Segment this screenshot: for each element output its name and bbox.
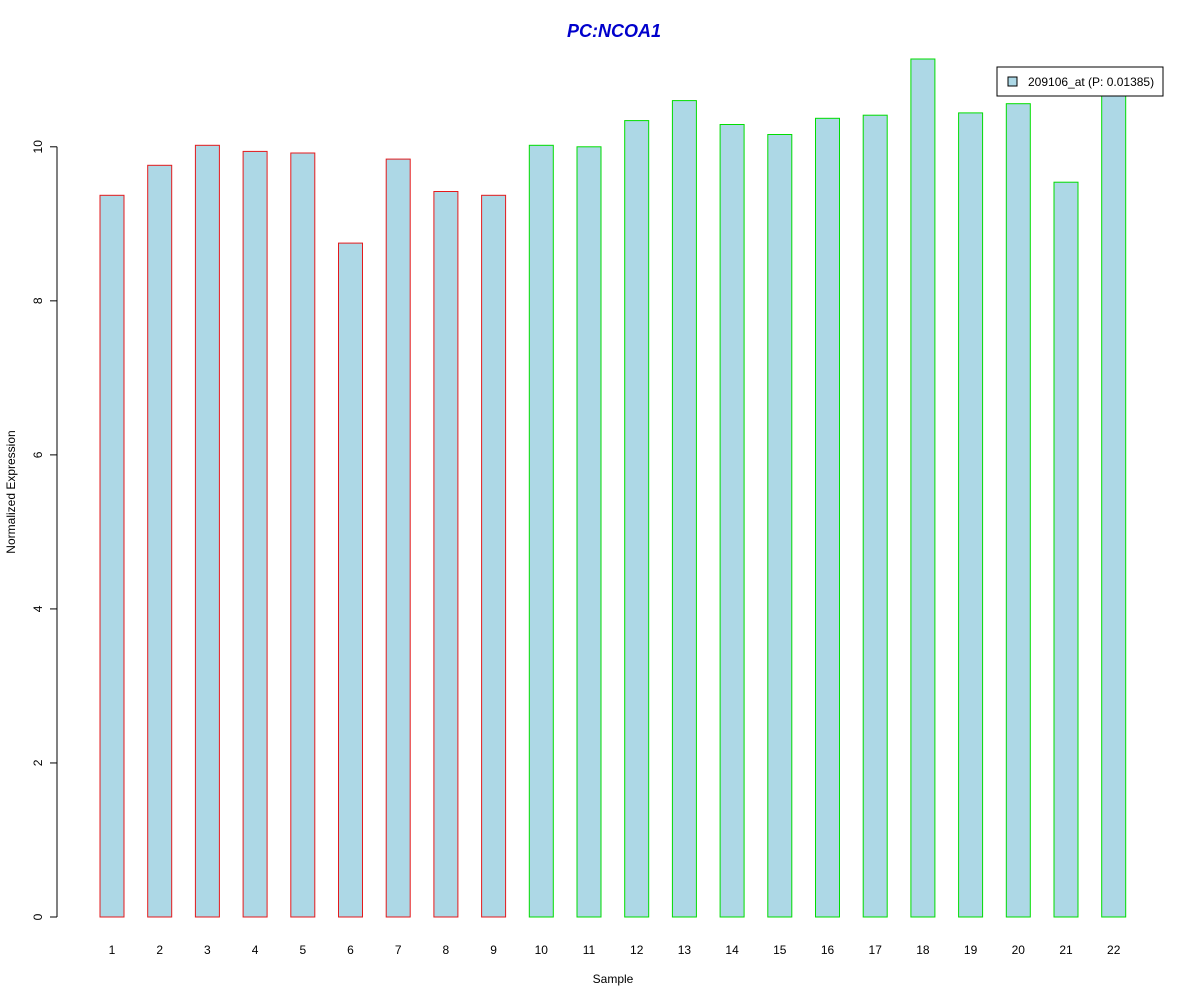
y-tick-label: 4 [31,605,45,612]
bar-sample-21 [1053,181,1079,918]
y-axis-label: Normalized Expression [4,430,18,553]
y-tick-label: 10 [31,140,45,154]
x-tick-label: 1 [109,943,116,957]
bar-sample-20 [1005,103,1031,918]
y-tick-label: 0 [31,913,45,920]
x-tick-label: 5 [299,943,306,957]
legend-swatch [1007,76,1018,87]
bar-sample-2 [147,164,173,918]
bar-sample-15 [767,134,793,918]
x-tick-label: 10 [535,943,549,957]
x-tick-label: 15 [773,943,787,957]
bar-sample-22 [1101,91,1127,918]
bar-sample-3 [194,144,220,918]
x-tick-label: 18 [916,943,930,957]
x-tick-label: 20 [1012,943,1026,957]
x-tick-label: 9 [490,943,497,957]
bar-sample-1 [99,194,125,918]
chart-title: PC:NCOA1 [567,21,661,41]
bar-sample-11 [576,146,602,918]
x-tick-label: 21 [1059,943,1073,957]
x-tick-label: 13 [678,943,692,957]
bar-sample-17 [862,114,888,918]
x-tick-label: 8 [443,943,450,957]
bar-sample-16 [815,117,840,918]
x-tick-label: 14 [725,943,739,957]
bar-sample-8 [433,191,459,918]
y-axis: 0 2 4 6 8 10 [31,140,58,920]
x-tick-label: 19 [964,943,978,957]
x-tick-label: 16 [821,943,835,957]
x-tick-label: 22 [1107,943,1121,957]
bar-sample-7 [385,158,411,918]
x-tick-label: 11 [583,943,596,957]
bar-sample-19 [958,112,984,918]
x-tick-label: 6 [347,943,354,957]
bars [99,58,1127,918]
bar-sample-13 [671,100,697,918]
x-tick-label: 7 [395,943,402,957]
bar-sample-14 [719,124,745,918]
bar-sample-5 [290,152,316,918]
bar-sample-4 [242,150,268,918]
legend-box [996,66,1164,97]
x-tick-label: 17 [869,943,883,957]
x-tick-label: 12 [630,943,644,957]
x-tick-labels: 1 2 3 4 5 6 7 8 9 10 11 12 13 14 15 16 17 18 19 20 21 22 [109,943,1121,957]
bar-sample-9 [481,194,507,918]
legend: 209106_at (P: 0.01385) [996,66,1164,97]
bar-sample-6 [338,242,363,918]
legend-label: 209106_at (P: 0.01385) [1028,75,1154,89]
x-tick-label: 4 [252,943,259,957]
x-tick-label: 3 [204,943,211,957]
y-tick-label: 2 [31,759,45,766]
bar-sample-18 [910,58,936,918]
x-tick-label: 2 [156,943,163,957]
bar-sample-10 [528,144,554,918]
x-axis-label: Sample [593,972,634,986]
bar-sample-12 [624,120,650,918]
y-tick-label: 8 [31,297,45,304]
y-tick-label: 6 [31,451,45,458]
